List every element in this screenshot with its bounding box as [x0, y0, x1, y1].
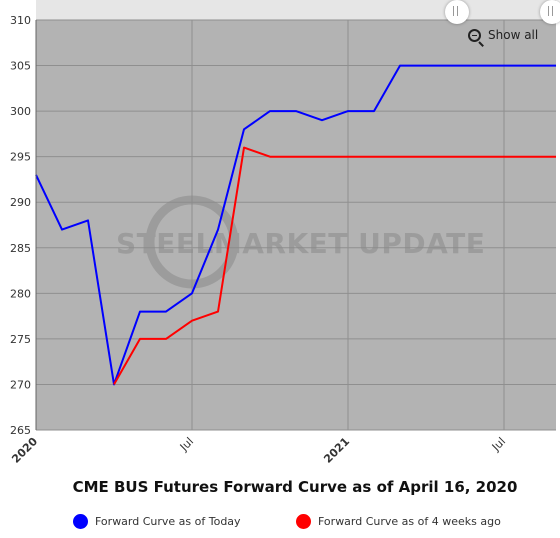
y-tick-label: 270 — [10, 378, 31, 391]
x-tick-labels: 2020 Jul 2021 Jul — [9, 435, 508, 466]
series-line-today — [35, 64, 556, 386]
x-tick-label: 2020 — [9, 435, 40, 466]
show-all-label: Show all — [488, 28, 539, 42]
series-line-4-weeks-ago — [113, 146, 556, 385]
x-tick-label: Jul — [177, 435, 196, 454]
legend-label-today: Forward Curve as of Today — [95, 515, 241, 528]
y-tick-label: 295 — [10, 151, 31, 164]
x-tick-label: 2021 — [321, 435, 352, 466]
y-tick-labels: 265 270 275 280 285 290 295 300 305 310 — [10, 14, 31, 437]
watermark: STEELMARKET UPDATE — [116, 195, 485, 289]
legend: Forward Curve as of Today Forward Curve … — [0, 514, 560, 536]
y-tick-label: 310 — [10, 14, 31, 27]
legend-item-4-weeks-ago[interactable]: Forward Curve as of 4 weeks ago — [296, 514, 501, 529]
legend-item-today[interactable]: Forward Curve as of Today — [73, 514, 241, 529]
y-tick-label: 300 — [10, 105, 31, 118]
y-tick-label: 285 — [10, 242, 31, 255]
legend-marker-today — [73, 514, 88, 529]
y-tick-label: 275 — [10, 333, 31, 346]
series-group — [35, 64, 556, 386]
zoom-out-icon — [468, 28, 481, 42]
y-tick-label: 290 — [10, 196, 31, 209]
legend-label-4-weeks-ago: Forward Curve as of 4 weeks ago — [318, 515, 501, 528]
scroll-track[interactable] — [36, 0, 556, 20]
watermark-logo-ring — [145, 195, 239, 289]
watermark-text: STEELMARKET UPDATE — [116, 227, 485, 260]
chart-title: CME BUS Futures Forward Curve as of Apri… — [73, 478, 518, 496]
y-tick-label: 305 — [10, 60, 31, 73]
show-all-button[interactable]: Show all — [468, 28, 538, 42]
x-tick-label: Jul — [489, 435, 508, 454]
legend-marker-4-weeks-ago — [296, 514, 311, 529]
plot-area — [36, 20, 556, 430]
y-tick-label: 265 — [10, 424, 31, 437]
y-tick-label: 280 — [10, 287, 31, 300]
range-end-handle[interactable] — [540, 0, 560, 24]
range-start-handle[interactable] — [445, 0, 469, 24]
